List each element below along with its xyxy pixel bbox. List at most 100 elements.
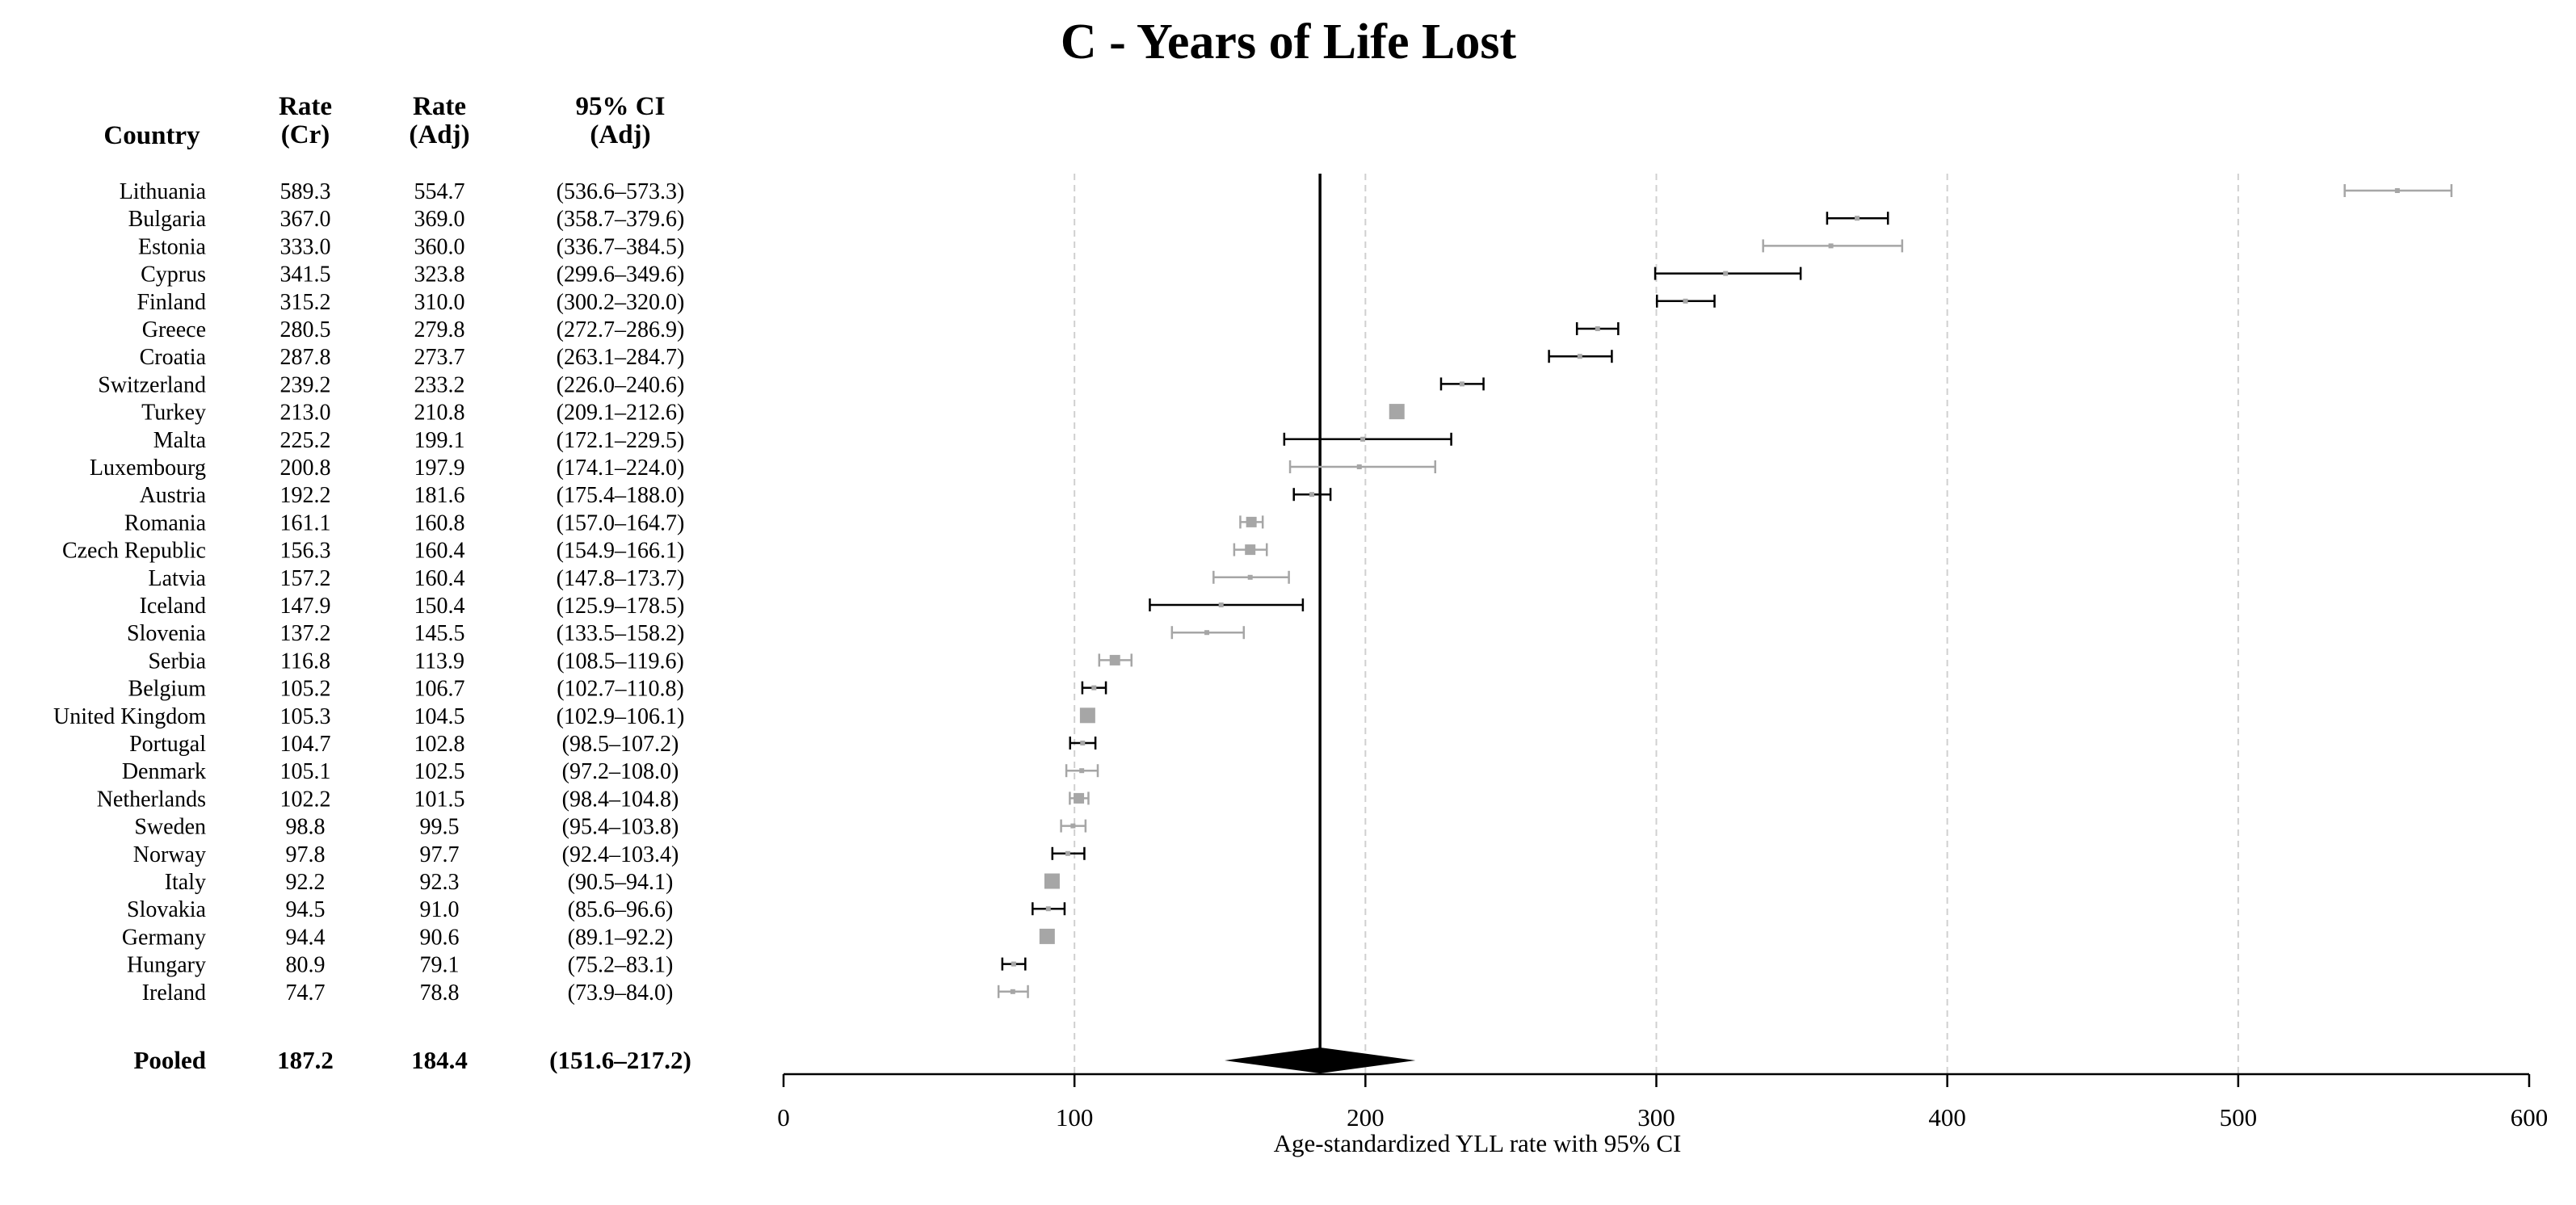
row-rate-cr: 104.7	[280, 732, 331, 757]
point-estimate	[1091, 685, 1097, 691]
row-rate-cr: 156.3	[280, 539, 331, 564]
chart-title: C - Years of Life Lost	[1061, 15, 1517, 69]
point-estimate	[2394, 188, 2400, 193]
estimate-norway	[1051, 846, 1086, 860]
header-ci-line1: 95% CI	[576, 92, 666, 121]
row-country: Norway	[133, 842, 206, 867]
estimate-greece	[1575, 322, 1620, 335]
table-row: Bulgaria 367.0 369.0 (358.7–379.6)	[128, 207, 685, 232]
row-country: Sweden	[134, 815, 206, 840]
table-row: Greece 280.5 279.8 (272.7–286.9)	[142, 317, 685, 342]
row-country: Romania	[124, 510, 207, 535]
point-estimate	[1245, 544, 1256, 556]
row-country: Finland	[137, 290, 206, 315]
row-rate-adj: 369.0	[414, 207, 465, 232]
estimate-turkey	[1389, 404, 1405, 420]
point-estimate	[1045, 906, 1051, 912]
row-rate-adj: 104.5	[414, 704, 465, 729]
point-estimate	[1204, 630, 1210, 636]
table-row: Switzerland 239.2 233.2 (226.0–240.6)	[98, 372, 684, 397]
row-rate-adj: 310.0	[414, 290, 465, 315]
table-row: Turkey 213.0 210.8 (209.1–212.6)	[141, 401, 684, 426]
row-country: Austria	[140, 483, 207, 508]
estimate-hungary	[1001, 957, 1027, 971]
point-estimate	[1079, 768, 1085, 774]
row-rate-cr: 74.7	[286, 980, 326, 1006]
row-ci: (89.1–92.2)	[568, 925, 674, 950]
point-estimate	[1246, 516, 1257, 527]
table-row: Belgium 105.2 106.7 (102.7–110.8)	[128, 677, 684, 702]
table-row: Luxembourg 200.8 197.9 (174.1–224.0)	[90, 456, 684, 481]
estimate-denmark	[1065, 764, 1099, 778]
column-headers: Country Rate (Cr) Rate (Adj) 95% CI (Adj…	[103, 92, 665, 150]
pooled-rate-cr: 187.2	[277, 1046, 334, 1074]
row-rate-cr: 192.2	[280, 483, 331, 508]
point-estimate	[1010, 989, 1015, 994]
row-rate-adj: 101.5	[414, 787, 465, 812]
row-rate-adj: 92.3	[420, 870, 460, 895]
header-rate-cr-line2: (Cr)	[281, 120, 330, 149]
row-rate-cr: 137.2	[280, 621, 331, 646]
row-ci: (92.4–103.4)	[562, 842, 679, 867]
estimate-lithuania	[2343, 184, 2453, 197]
x-tick-label: 0	[777, 1103, 790, 1132]
row-rate-cr: 94.5	[286, 897, 326, 922]
x-axis-label: Age-standardized YLL rate with 95% CI	[1274, 1129, 1682, 1157]
row-rate-adj: 160.8	[414, 510, 465, 535]
row-ci: (90.5–94.1)	[568, 870, 674, 895]
table-row: Norway 97.8 97.7 (92.4–103.4)	[133, 842, 679, 867]
pooled-ci: (151.6–217.2)	[549, 1046, 691, 1074]
estimate-romania	[1239, 515, 1264, 529]
row-ci: (174.1–224.0)	[557, 456, 685, 481]
row-rate-adj: 273.7	[414, 345, 465, 370]
estimate-austria	[1292, 488, 1332, 502]
row-ci: (175.4–188.0)	[557, 483, 685, 508]
row-country: Turkey	[141, 401, 206, 426]
table-row: Slovenia 137.2 145.5 (133.5–158.2)	[127, 621, 684, 646]
estimate-sweden	[1060, 819, 1087, 833]
x-tick-label: 300	[1637, 1103, 1675, 1132]
row-ci: (226.0–240.6)	[557, 372, 685, 397]
estimate-netherlands	[1069, 791, 1090, 805]
x-tick-label: 200	[1347, 1103, 1385, 1132]
row-country: Estonia	[138, 234, 207, 259]
row-ci: (102.9–106.1)	[557, 704, 685, 729]
row-country: Denmark	[122, 759, 206, 784]
row-rate-adj: 197.9	[414, 456, 465, 481]
estimate-portugal	[1069, 737, 1097, 749]
table-row: Estonia 333.0 360.0 (336.7–384.5)	[138, 234, 684, 259]
point-estimate	[1039, 928, 1055, 944]
row-rate-cr: 98.8	[286, 815, 326, 840]
point-estimate	[1070, 823, 1076, 829]
estimate-czech-republic	[1233, 543, 1268, 556]
table-row: Iceland 147.9 150.4 (125.9–178.5)	[140, 594, 685, 619]
row-ci: (157.0–164.7)	[557, 510, 685, 535]
point-estimate	[1459, 381, 1464, 387]
row-ci: (300.2–320.0)	[557, 290, 685, 315]
row-country: Latvia	[148, 566, 206, 591]
row-country: Ireland	[142, 980, 206, 1006]
row-rate-adj: 99.5	[420, 815, 460, 840]
row-country: Malta	[153, 428, 207, 453]
pooled-row: Pooled 187.2 184.4 (151.6–217.2)	[133, 1046, 691, 1074]
row-country: Lithuania	[120, 179, 207, 204]
estimate-serbia	[1098, 653, 1133, 667]
row-rate-cr: 147.9	[280, 594, 331, 619]
x-tick-label: 100	[1056, 1103, 1094, 1132]
table-row: Czech Republic 156.3 160.4 (154.9–166.1)	[62, 539, 684, 564]
data-table: Lithuania 589.3 554.7 (536.6–573.3) Bulgaria…	[53, 179, 691, 1074]
row-country: Croatia	[140, 345, 207, 370]
x-tick-label: 400	[1928, 1103, 1966, 1132]
table-row: Lithuania 589.3 554.7 (536.6–573.3)	[120, 179, 685, 204]
estimate-united-kingdom	[1079, 707, 1095, 724]
row-country: Belgium	[128, 677, 207, 702]
point-estimate	[1080, 741, 1086, 745]
row-rate-cr: 116.8	[280, 649, 330, 674]
estimate-latvia	[1212, 570, 1290, 584]
row-rate-adj: 160.4	[414, 566, 465, 591]
table-row: Italy 92.2 92.3 (90.5–94.1)	[165, 870, 674, 895]
table-row: Netherlands 102.2 101.5 (98.4–104.8)	[97, 787, 679, 812]
table-row: Romania 161.1 160.8 (157.0–164.7)	[124, 510, 684, 535]
table-row: United Kingdom 105.3 104.5 (102.9–106.1)	[53, 704, 684, 729]
estimate-slovenia	[1170, 626, 1246, 640]
